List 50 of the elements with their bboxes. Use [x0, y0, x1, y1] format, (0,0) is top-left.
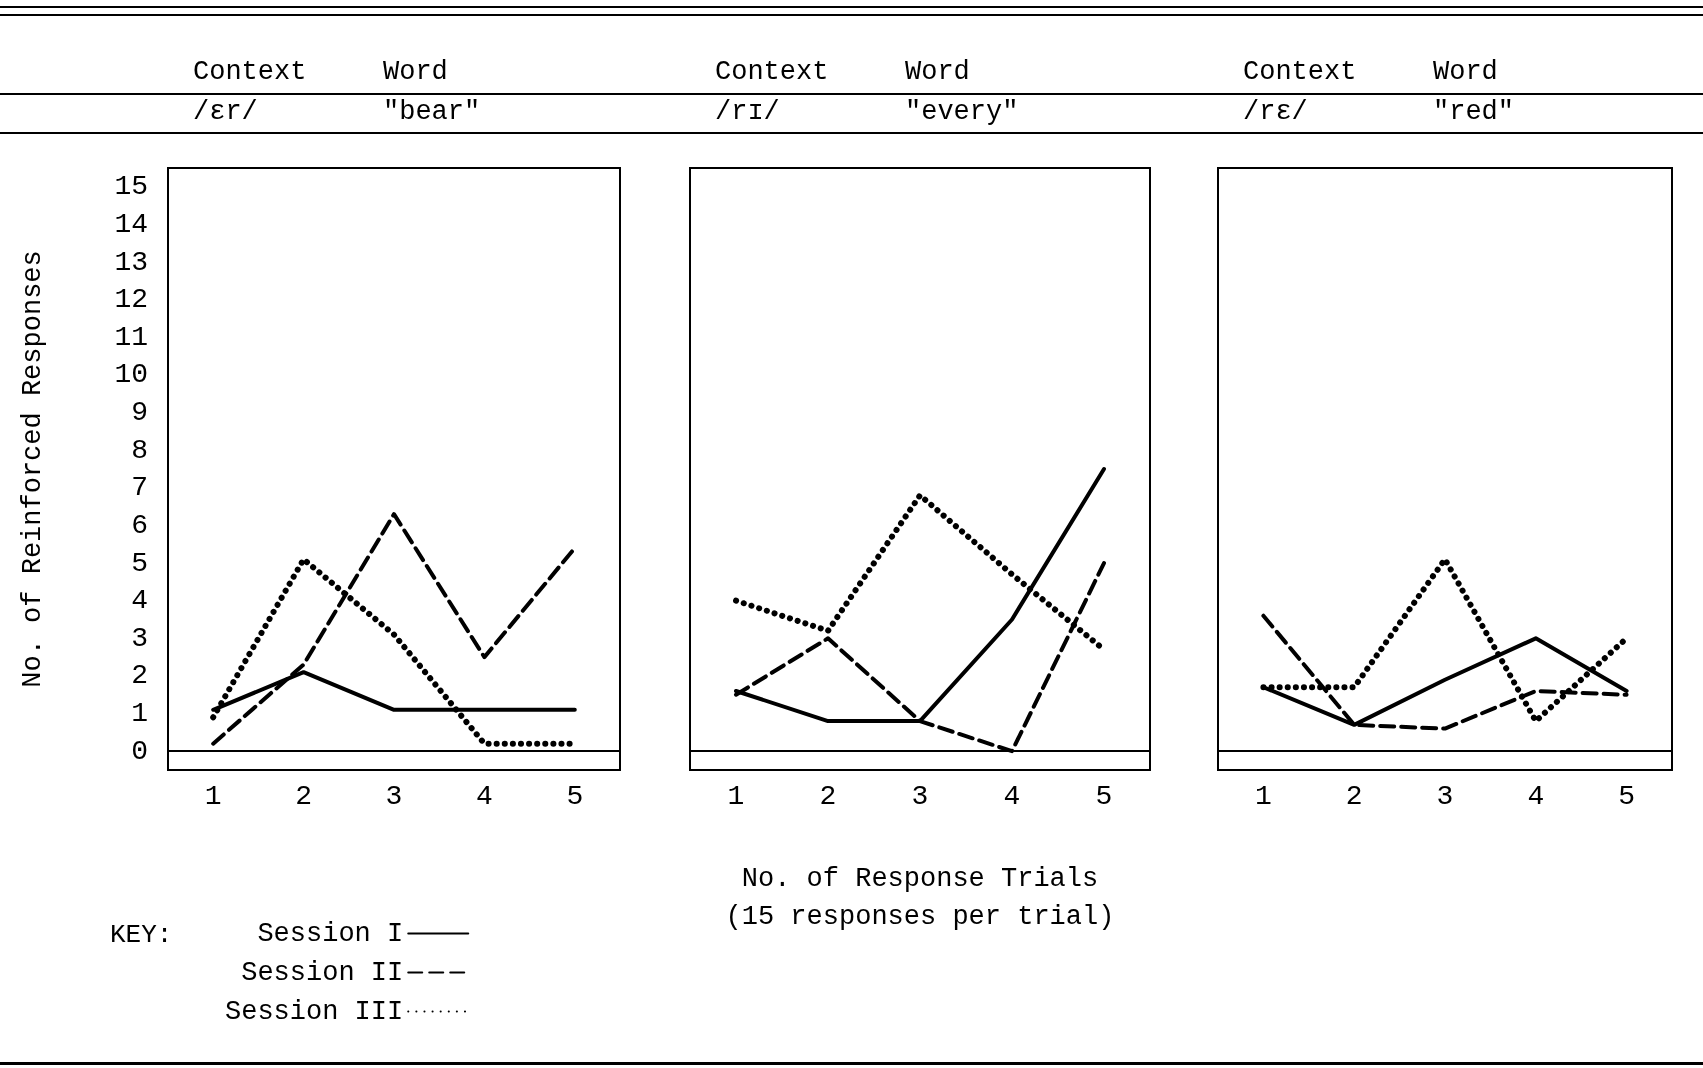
text: Context: [193, 56, 307, 87]
y-axis-title: No. of Reinforced Responses: [17, 250, 48, 688]
y-tick-label: 10: [114, 359, 148, 391]
y-tick-label: 3: [131, 622, 148, 654]
x-tick-label: 2: [819, 780, 837, 812]
x-tick-label: 2: [295, 780, 313, 812]
y-tick-label: 0: [131, 735, 148, 767]
y-tick-label: 8: [131, 434, 148, 466]
x-tick-label: 3: [385, 780, 403, 812]
x-tick-label: 4: [475, 780, 493, 812]
y-tick-label: 5: [131, 547, 148, 579]
x-tick-label: 5: [566, 780, 584, 812]
legend-label: Session II: [241, 957, 404, 988]
x-tick-label: 1: [727, 780, 745, 812]
y-tick-label: 6: [131, 509, 148, 541]
x-tick-label: 5: [1095, 780, 1113, 812]
text: Word: [383, 56, 448, 87]
legend-label: Session I: [257, 918, 404, 949]
text: Word: [905, 56, 970, 87]
text: Word: [1433, 56, 1498, 87]
x-tick-label: 4: [1527, 780, 1545, 812]
legend-title: KEY:: [110, 920, 173, 950]
x-tick-label: 5: [1618, 780, 1636, 812]
y-tick-label: 11: [114, 321, 148, 353]
x-tick-label: 1: [1254, 780, 1272, 812]
x-tick-label: 3: [911, 780, 929, 812]
text: "bear": [383, 96, 481, 127]
y-tick-label: 13: [114, 246, 148, 278]
y-tick-label: 15: [114, 171, 148, 203]
text: /rɪ/: [715, 96, 780, 127]
y-tick-label: 4: [131, 585, 148, 617]
y-tick-label: 7: [131, 472, 148, 504]
text: /rɛ/: [1243, 96, 1308, 127]
legend-label: Session III: [224, 996, 404, 1027]
x-axis-title: No. of Response Trials (15 responses per trial): [725, 864, 1115, 932]
text: Context: [1243, 56, 1357, 87]
y-tick-label: 1: [131, 698, 148, 730]
x-tick-label: 2: [1345, 780, 1363, 812]
y-tick-label: 2: [131, 660, 148, 692]
y-tick-label: 12: [114, 284, 148, 316]
text: Context: [715, 56, 829, 87]
y-tick-label: 14: [114, 208, 148, 240]
text: /ɛr/: [193, 96, 258, 127]
text: "red": [1433, 96, 1515, 127]
x-tick-label: 4: [1003, 780, 1021, 812]
x-tick-label: 3: [1436, 780, 1454, 812]
x-tick-label: 1: [204, 780, 222, 812]
text: "every": [905, 96, 1019, 127]
y-tick-label: 9: [131, 397, 148, 429]
line-series: [211, 512, 577, 746]
